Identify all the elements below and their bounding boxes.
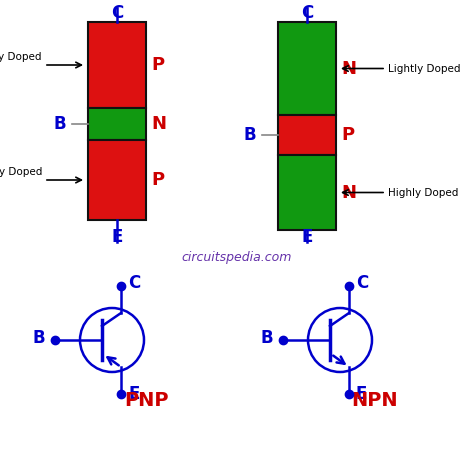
Text: N: N — [151, 115, 166, 133]
Text: Highly Doped: Highly Doped — [0, 167, 42, 177]
Text: C: C — [356, 274, 368, 292]
Bar — [88, 140, 146, 220]
Bar — [278, 115, 336, 155]
Text: E: E — [128, 385, 139, 403]
Bar — [88, 22, 146, 108]
Text: N: N — [341, 59, 356, 78]
Text: circuitspedia.com: circuitspedia.com — [182, 252, 292, 265]
Bar — [278, 155, 336, 230]
Text: E: E — [301, 228, 313, 246]
Text: B: B — [32, 329, 45, 347]
Bar — [88, 108, 146, 140]
Text: P: P — [151, 56, 164, 74]
Text: Highly Doped: Highly Doped — [388, 188, 458, 197]
Bar — [278, 22, 336, 115]
Text: B: B — [243, 126, 256, 144]
Text: PNP: PNP — [125, 390, 169, 410]
Text: N: N — [341, 183, 356, 202]
Text: B: B — [54, 115, 66, 133]
Text: P: P — [341, 126, 354, 144]
Text: P: P — [151, 171, 164, 189]
Text: Lightly Doped: Lightly Doped — [0, 52, 42, 62]
Text: C: C — [301, 4, 313, 22]
Text: Lightly Doped: Lightly Doped — [388, 64, 461, 74]
Text: C: C — [128, 274, 140, 292]
Text: E: E — [111, 228, 123, 246]
Text: E: E — [356, 385, 367, 403]
Text: NPN: NPN — [352, 390, 398, 410]
Text: C: C — [111, 4, 123, 22]
Text: B: B — [260, 329, 273, 347]
